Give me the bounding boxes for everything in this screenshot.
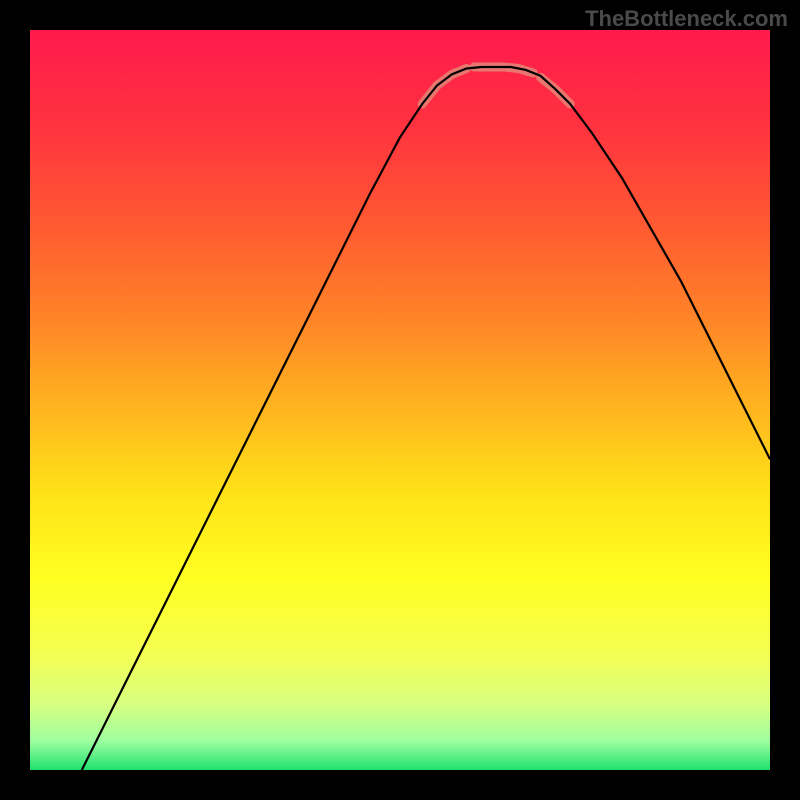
curve-layer bbox=[30, 30, 770, 770]
tolerance-band bbox=[422, 67, 570, 104]
plot-area bbox=[30, 30, 770, 770]
bottleneck-curve bbox=[82, 67, 770, 770]
watermark-text: TheBottleneck.com bbox=[585, 6, 788, 32]
